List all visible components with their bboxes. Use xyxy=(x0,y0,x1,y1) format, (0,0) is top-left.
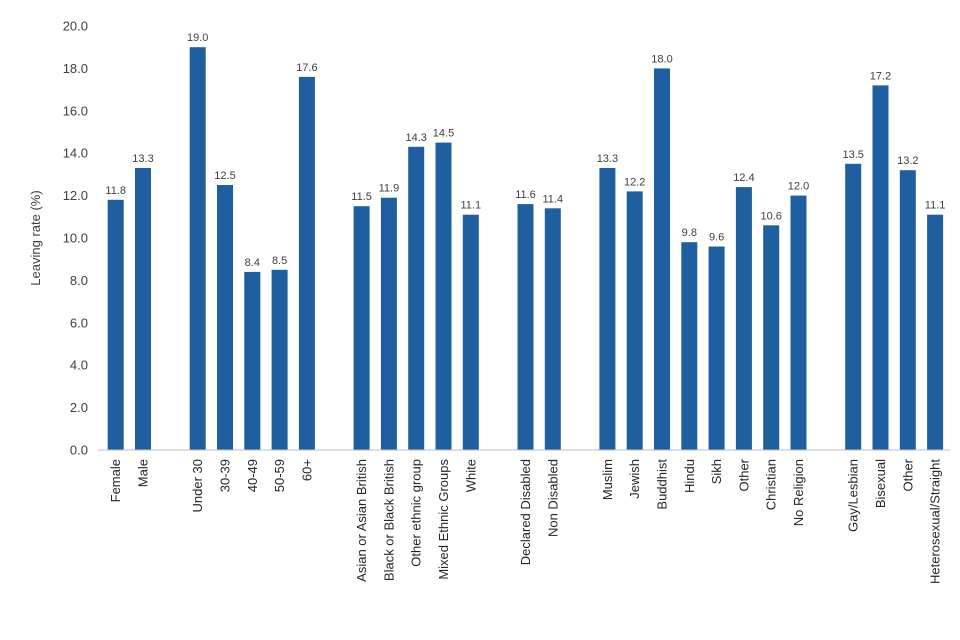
data-label: 18.0 xyxy=(651,53,672,65)
data-label: 9.8 xyxy=(682,227,697,239)
bar xyxy=(462,214,479,450)
category-label: Other xyxy=(736,458,751,491)
category-label: Hindu xyxy=(682,459,697,493)
data-label: 11.4 xyxy=(543,193,564,205)
data-label: 8.4 xyxy=(245,257,260,269)
data-label: 17.6 xyxy=(296,62,317,74)
bar xyxy=(107,199,124,450)
category-label: 50-59 xyxy=(272,459,287,492)
category-label: Male xyxy=(136,459,151,487)
y-axis-ticks: 0.0 2.0 4.0 6.0 8.0 10.0 12.0 14.0 16.0 18.0 20.0 xyxy=(63,19,88,458)
y-tick-label: 20.0 xyxy=(63,19,88,34)
category-label: No Religion xyxy=(791,459,806,526)
y-tick-label: 14.0 xyxy=(63,146,88,161)
category-label: Asian or Asian British xyxy=(354,459,369,582)
data-label: 12.2 xyxy=(624,176,645,188)
bar xyxy=(681,242,698,450)
data-label: 13.5 xyxy=(842,149,863,161)
bar xyxy=(790,195,807,450)
data-label: 13.3 xyxy=(132,153,153,165)
y-tick-label: 18.0 xyxy=(63,61,88,76)
data-label: 14.5 xyxy=(433,128,454,140)
bar xyxy=(271,269,288,450)
data-label: 13.2 xyxy=(897,155,918,167)
data-label: 11.8 xyxy=(105,185,126,197)
category-label: Under 30 xyxy=(190,459,205,512)
data-label: 19.0 xyxy=(187,32,208,44)
category-label: White xyxy=(463,459,478,492)
data-label: 9.6 xyxy=(709,232,724,244)
bar xyxy=(654,68,670,451)
bar xyxy=(626,191,643,450)
data-label: 14.3 xyxy=(405,132,426,144)
category-label: Jewish xyxy=(627,459,642,499)
category-label: Black or Black British xyxy=(381,459,396,581)
data-label: 11.9 xyxy=(379,183,400,195)
bar xyxy=(380,197,397,450)
category-labels: Female Male Under 30 30-39 40-49 50-59 60+ Asia… xyxy=(108,458,942,584)
y-tick-label: 12.0 xyxy=(63,188,88,203)
bar xyxy=(353,206,370,450)
category-label: Sikh xyxy=(709,459,724,484)
data-label: 12.0 xyxy=(788,181,809,193)
data-label: 11.1 xyxy=(925,200,946,212)
category-label: Heterosexual/Straight xyxy=(928,459,943,584)
bar xyxy=(544,208,561,450)
y-tick-label: 8.0 xyxy=(70,273,88,288)
data-label: 12.5 xyxy=(214,170,235,182)
y-tick-label: 2.0 xyxy=(70,400,88,415)
bars xyxy=(107,47,944,451)
y-tick-label: 4.0 xyxy=(70,358,88,373)
category-label: Christian xyxy=(764,459,779,510)
y-tick-label: 10.0 xyxy=(63,231,88,246)
bar xyxy=(435,142,452,450)
category-label: Mixed Ethnic Groups xyxy=(436,459,451,580)
data-label: 10.6 xyxy=(760,210,781,222)
data-label: 13.3 xyxy=(597,153,618,165)
category-label: Gay/Lesbian xyxy=(846,459,861,532)
category-label: Non Disabled xyxy=(545,459,560,537)
category-label: 40-49 xyxy=(245,459,260,492)
category-label: Female xyxy=(108,459,123,502)
y-axis-label: Leaving rate (%) xyxy=(28,190,43,285)
category-label: 30-39 xyxy=(218,459,233,492)
bar xyxy=(189,47,206,450)
bar xyxy=(517,204,534,450)
bar xyxy=(872,85,889,451)
category-label: Declared Disabled xyxy=(518,459,533,565)
y-tick-label: 6.0 xyxy=(70,315,88,330)
bar xyxy=(708,246,725,450)
bar xyxy=(599,168,616,450)
category-label: Other xyxy=(900,458,915,491)
y-tick-label: 0.0 xyxy=(70,443,88,458)
bar xyxy=(135,168,151,450)
bar xyxy=(845,163,862,451)
data-label: 12.4 xyxy=(733,172,754,184)
bar xyxy=(244,271,261,450)
category-label: Buddhist xyxy=(655,459,670,510)
bar xyxy=(408,146,425,451)
data-label: 11.1 xyxy=(461,200,482,212)
category-label: Bisexual xyxy=(873,459,888,508)
data-label: 11.5 xyxy=(351,191,372,203)
bar xyxy=(298,76,315,451)
value-labels: 11.8 13.3 19.0 12.5 8.4 8.5 17.6 11.5 11.9 14.3 14… xyxy=(105,32,945,269)
data-label: 8.5 xyxy=(272,255,287,267)
bar xyxy=(217,185,233,450)
category-label: Other ethnic group xyxy=(409,459,424,567)
bar xyxy=(899,170,916,450)
category-label: Muslim xyxy=(600,459,615,500)
bar xyxy=(735,187,752,450)
bar xyxy=(763,225,780,450)
y-tick-label: 16.0 xyxy=(63,103,88,118)
category-label: 60+ xyxy=(299,459,314,481)
data-label: 17.2 xyxy=(870,70,891,82)
bar xyxy=(927,214,944,450)
data-label: 11.6 xyxy=(515,189,536,201)
